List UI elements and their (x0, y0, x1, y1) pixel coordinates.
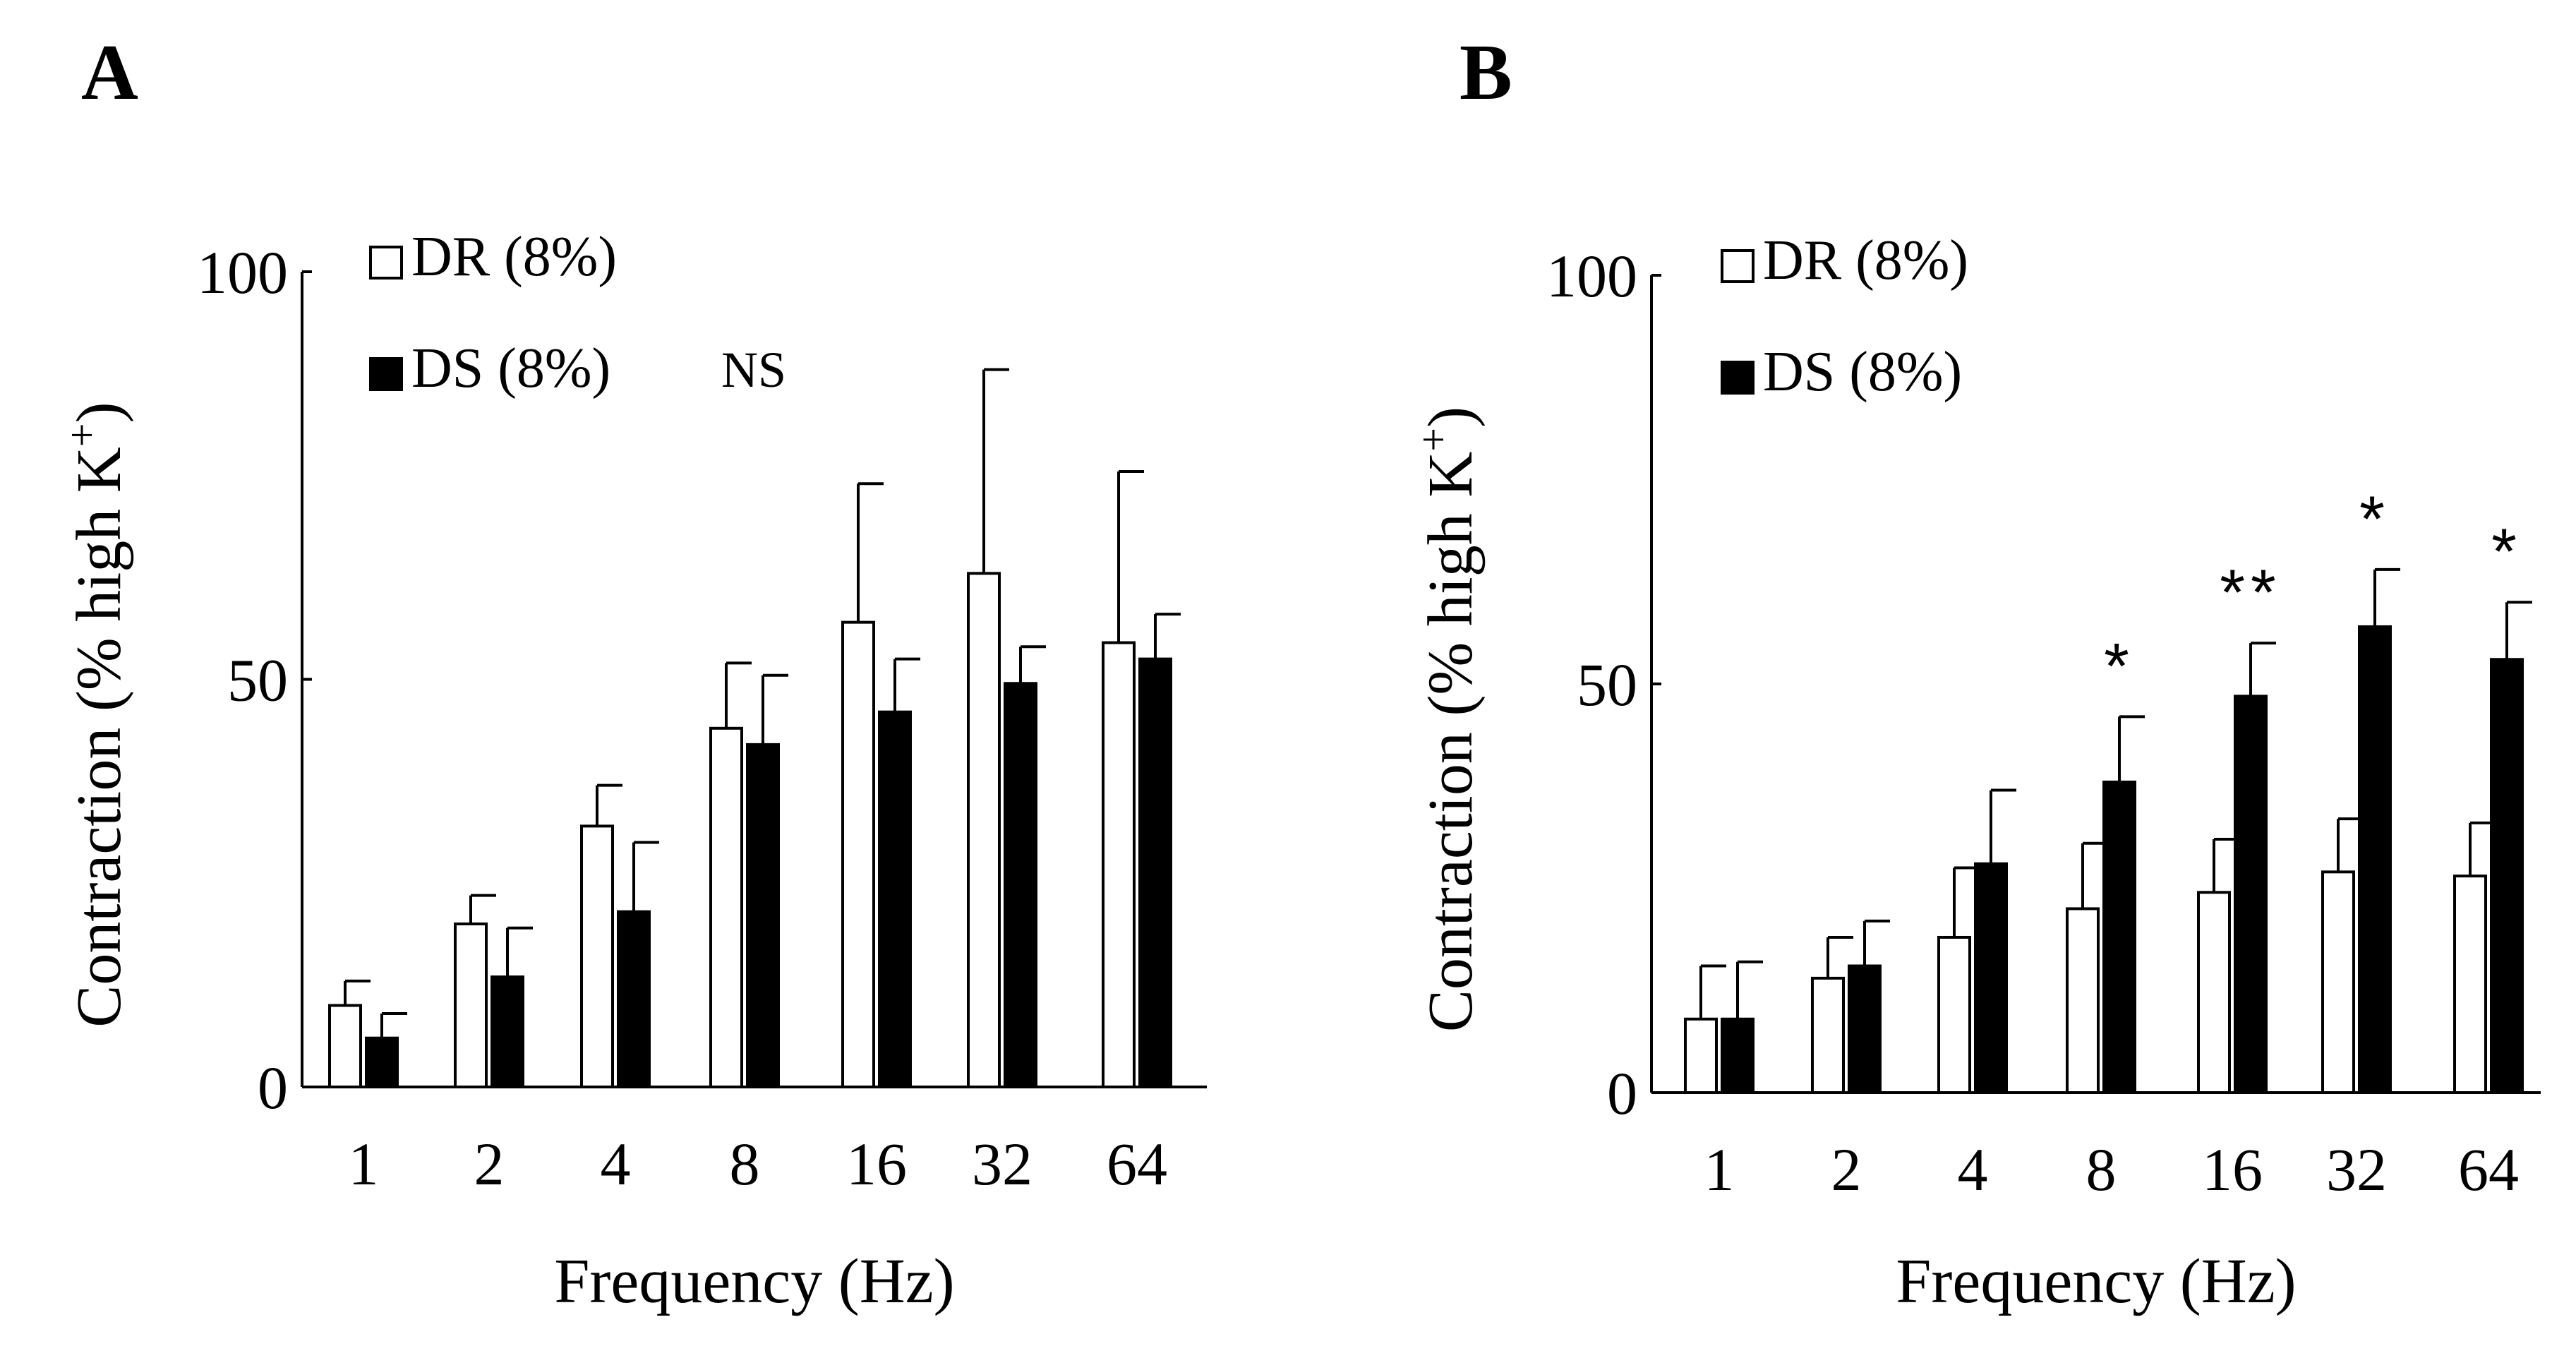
bar-ds-32 (2358, 625, 2392, 1094)
bar-ds-64 (1138, 657, 1172, 1088)
bar-dr-32 (967, 572, 1001, 1088)
bar-dr-8 (709, 726, 743, 1089)
panel-B: B 0 50 100 1 2 4 8 16 32 64 Frequency (Hz) Contracti… (1410, 29, 2541, 1316)
x-tick-label: 16 (846, 1130, 907, 1198)
y-axis-title: Contraction (% high K+) (1410, 407, 1486, 1032)
bar-dr-32 (2321, 870, 2355, 1094)
bar-dr-2 (1811, 976, 1845, 1094)
x-tick-label: 1 (1704, 1136, 1735, 1203)
bar-dr-4 (1937, 935, 1971, 1094)
x-tick-label: 16 (2202, 1136, 2263, 1203)
x-tick-label: 8 (2086, 1136, 2117, 1203)
legend-swatch (369, 357, 403, 391)
legend-swatch (1721, 249, 1755, 283)
y-axis-title-superscript: + (59, 423, 105, 447)
significance-star: * (2104, 630, 2135, 702)
x-tick-label: 32 (972, 1130, 1033, 1198)
bar-dr-1 (328, 1004, 362, 1088)
x-tick-label: 64 (2458, 1136, 2519, 1203)
bar-ds-32 (1004, 682, 1037, 1088)
y-axis-title-main: Contraction (% high K (1416, 452, 1486, 1032)
legend-label: DR (8%) (1763, 229, 1968, 292)
legend-label: DS (8%) (411, 337, 610, 399)
y-axis-title: Contraction (% high K+) (59, 402, 134, 1027)
legend-label: DS (8%) (1763, 341, 1962, 403)
y-axis-title-superscript: + (1410, 428, 1457, 452)
bar-ds-4 (617, 910, 651, 1089)
bar-dr-16 (841, 620, 875, 1088)
bar-dr-16 (2197, 891, 2231, 1095)
x-tick-label: 4 (601, 1130, 631, 1198)
bar-ds-64 (2490, 658, 2524, 1094)
x-tick-label: 32 (2326, 1136, 2387, 1203)
y-axis-title-main: Contraction (% high K (64, 447, 134, 1027)
x-axis-title: Frequency (Hz) (554, 1246, 954, 1316)
bar-dr-1 (1684, 1017, 1718, 1095)
bar-ds-16 (2234, 695, 2268, 1094)
y-axis-title-end: ) (1416, 407, 1486, 428)
x-tick-label: 1 (349, 1130, 379, 1198)
x-tick-label: 8 (730, 1130, 760, 1198)
bar-dr-64 (1102, 641, 1136, 1088)
y-axis-title-end: ) (64, 402, 134, 423)
x-tick-label: 2 (1831, 1136, 1862, 1203)
x-tick-label: 64 (1107, 1130, 1167, 1198)
bar-dr-8 (2066, 907, 2100, 1094)
significance-star: * (2491, 516, 2522, 588)
bar-ds-1 (1721, 1017, 1755, 1095)
bar-ds-2 (490, 975, 524, 1088)
significance-star: ** (2220, 557, 2282, 629)
panel-A: A 0 50 100 1 2 4 8 16 32 64 Frequency (Hz) Contracti… (59, 29, 1207, 1316)
y-tick-label: 0 (1607, 1059, 1637, 1127)
legend-swatch (369, 246, 403, 280)
panel-label: B (1459, 29, 1512, 116)
legend-label: DR (8%) (411, 226, 617, 288)
bar-dr-2 (454, 923, 488, 1088)
y-tick-label: 50 (227, 647, 288, 714)
x-tick-label: 2 (474, 1130, 505, 1198)
bar-ds-4 (1974, 862, 2008, 1094)
significance-star: * (2359, 483, 2390, 555)
bar-ds-2 (1848, 964, 1882, 1095)
x-axis-title: Frequency (Hz) (1896, 1246, 2296, 1316)
x-tick-label: 4 (1958, 1136, 1988, 1203)
y-tick-label: 50 (1577, 651, 1637, 719)
bar-ds-8 (746, 743, 780, 1089)
bar-ds-8 (2102, 780, 2136, 1094)
bar-ds-1 (365, 1036, 399, 1088)
bar-dr-4 (580, 824, 614, 1089)
bar-dr-64 (2453, 875, 2487, 1094)
bar-ds-16 (878, 710, 912, 1088)
y-tick-label: 100 (197, 239, 288, 306)
legend-swatch (1721, 361, 1755, 395)
y-tick-label: 100 (1546, 242, 1637, 310)
panel-label: A (81, 29, 138, 116)
annotation-ns: NS (721, 342, 786, 398)
y-tick-label: 0 (258, 1054, 288, 1122)
